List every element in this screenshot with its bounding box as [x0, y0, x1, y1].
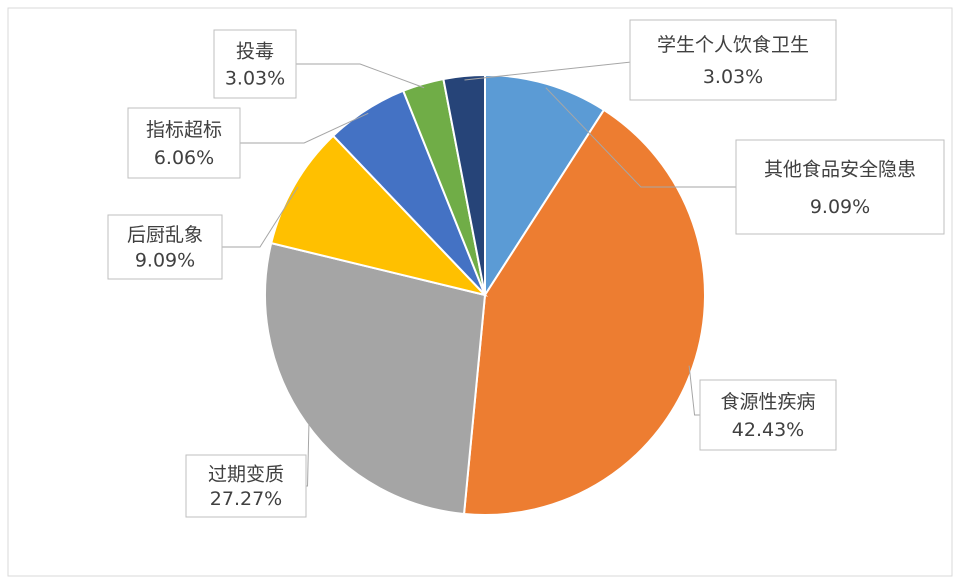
category-label: 指标超标	[146, 119, 222, 141]
labels: 其他食品安全隐患 9.09% 食源性疾病 42.43% 过期变质 27.27% 后厨乱象 9.…	[107, 19, 945, 518]
pie-slice	[484, 73, 606, 299]
category-label: 后厨乱象	[127, 224, 203, 246]
label-box	[107, 214, 223, 280]
label-box	[127, 107, 241, 179]
pie-slice	[462, 108, 706, 516]
value-label: 3.03%	[225, 67, 285, 89]
label-box	[629, 19, 837, 101]
category-label: 其他食品安全隐患	[764, 159, 916, 181]
leader-line	[545, 87, 736, 188]
leader-line	[240, 112, 369, 144]
leader-line	[296, 63, 425, 89]
value-label: 9.09%	[810, 196, 870, 218]
category-label: 食源性疾病	[720, 391, 815, 413]
label-box	[185, 454, 307, 518]
value-label: 9.09%	[135, 250, 195, 272]
category-label: 学生个人饮食卫生	[657, 34, 809, 56]
pie	[264, 73, 706, 516]
label-box	[735, 139, 945, 235]
leader-line	[688, 365, 700, 416]
category-label: 投毒	[236, 40, 274, 62]
label-box	[213, 29, 297, 99]
value-label: 42.43%	[732, 419, 804, 441]
pie-slice	[270, 134, 489, 297]
label-box	[699, 379, 837, 451]
leader-line	[306, 420, 310, 487]
value-label: 6.06%	[154, 147, 214, 169]
category-label: 过期变质	[208, 463, 284, 485]
value-label: 3.03%	[703, 66, 763, 88]
pie-slice	[442, 73, 486, 296]
pie-slice	[264, 241, 487, 516]
value-label: 27.27%	[210, 488, 282, 510]
leader-line	[222, 186, 299, 248]
